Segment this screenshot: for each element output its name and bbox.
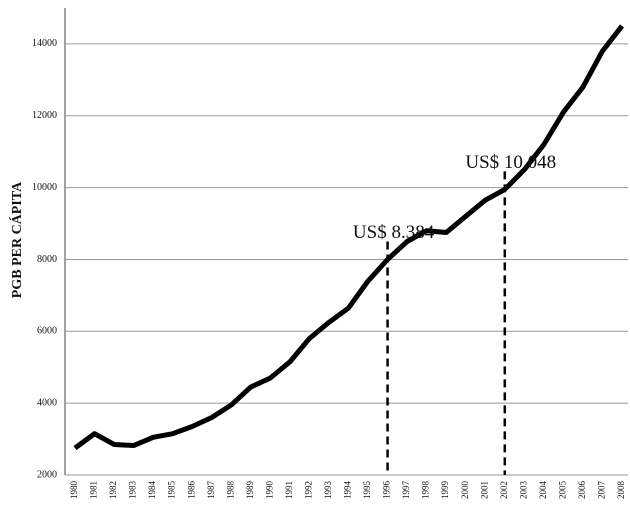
x-tick-label: 1997 xyxy=(401,481,411,500)
x-tick-label: 1990 xyxy=(264,481,274,500)
annotation-label: US$ 8.384 xyxy=(353,222,435,243)
y-tick-label: 14000 xyxy=(32,38,57,49)
x-tick-label: 1984 xyxy=(147,481,157,500)
x-tick-label: 1983 xyxy=(128,481,138,500)
x-tick-label: 1998 xyxy=(421,481,431,500)
x-tick-label: 2007 xyxy=(597,481,607,500)
x-tick-label: 1993 xyxy=(323,481,333,500)
x-tick-label: 1980 xyxy=(69,481,79,500)
y-tick-label: 6000 xyxy=(37,326,57,337)
x-tick-label: 1989 xyxy=(245,481,255,500)
x-tick-label: 1994 xyxy=(343,481,353,500)
y-tick-label: 2000 xyxy=(37,469,57,480)
x-tick-label: 1985 xyxy=(167,481,177,500)
x-tick-label: 1996 xyxy=(382,481,392,500)
x-tick-label: 1986 xyxy=(186,481,196,500)
y-tick-label: 4000 xyxy=(37,397,57,408)
x-tick-label: 1982 xyxy=(108,481,118,499)
y-axis-label: PGB PER CÁPITA xyxy=(8,181,25,298)
x-tick-label: 1992 xyxy=(303,481,313,499)
x-tick-label: 2000 xyxy=(460,481,470,500)
x-tick-label: 2004 xyxy=(538,481,548,500)
x-tick-label: 2005 xyxy=(557,481,567,500)
x-tick-label: 2008 xyxy=(616,481,626,500)
x-tick-label: 1999 xyxy=(440,481,450,500)
annotation-label: US$ 10.048 xyxy=(465,152,556,173)
x-tick-label: 1987 xyxy=(206,481,216,500)
x-tick-label: 1981 xyxy=(89,481,99,499)
x-tick-label: 1988 xyxy=(225,481,235,500)
y-tick-label: 8000 xyxy=(37,254,57,265)
x-tick-label: 1995 xyxy=(362,481,372,500)
data-line xyxy=(73,24,624,451)
x-tick-label: 1991 xyxy=(284,481,294,499)
x-tick-label: 2006 xyxy=(577,481,587,500)
y-tick-label: 12000 xyxy=(32,110,57,121)
x-tick-label: 2002 xyxy=(499,481,509,499)
y-tick-label: 10000 xyxy=(32,182,57,193)
x-tick-label: 2003 xyxy=(518,481,528,500)
x-tick-label: 2001 xyxy=(479,481,489,499)
